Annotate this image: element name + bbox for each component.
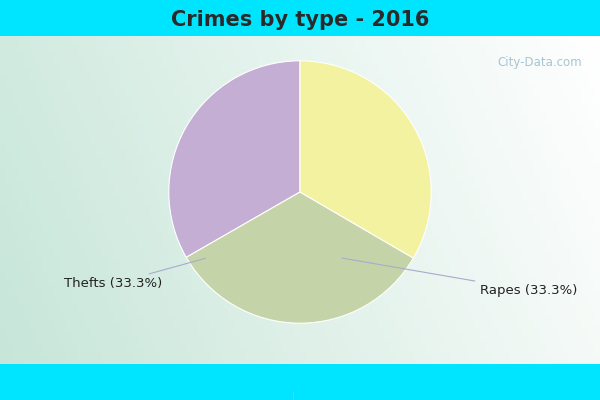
Text: Crimes by type - 2016: Crimes by type - 2016 bbox=[171, 10, 429, 30]
Wedge shape bbox=[169, 61, 300, 257]
Text: Thefts (33.3%): Thefts (33.3%) bbox=[64, 258, 205, 290]
Text: Rapes (33.3%): Rapes (33.3%) bbox=[342, 258, 578, 297]
Text: City-Data.com: City-Data.com bbox=[497, 56, 582, 69]
Wedge shape bbox=[186, 192, 413, 323]
Text: Burglaries (33.3%): Burglaries (33.3%) bbox=[231, 392, 356, 400]
Wedge shape bbox=[300, 61, 431, 258]
